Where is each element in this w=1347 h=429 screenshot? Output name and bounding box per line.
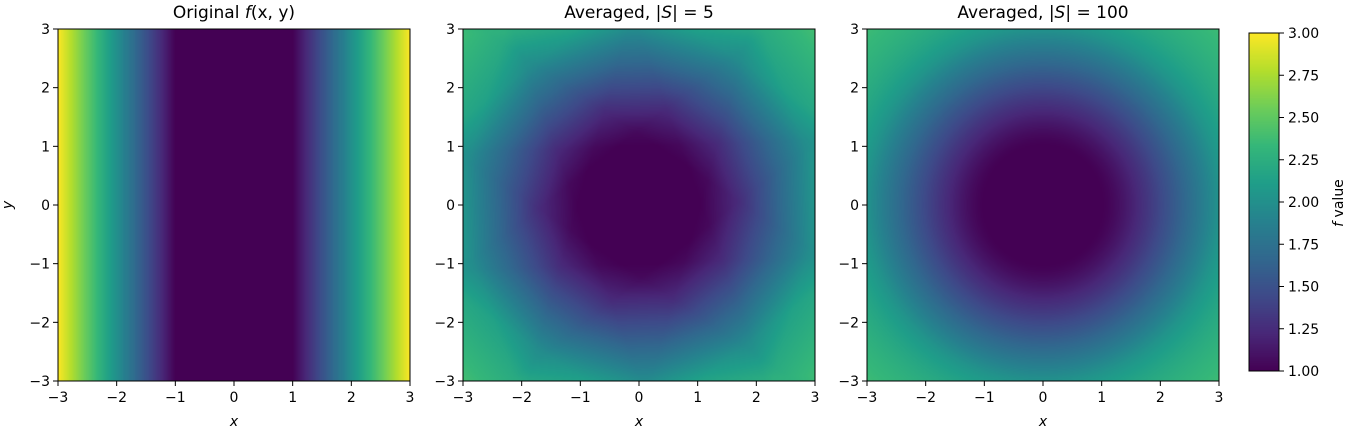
panel-title-averaged-s100: Averaged, |S| = 100 [957, 3, 1128, 23]
x-tick-label: 0 [1039, 390, 1048, 406]
axes-frame-2 [866, 28, 1220, 382]
colorbar-gradient [1249, 33, 1279, 371]
colorbar-tick-label: 1.50 [1288, 280, 1319, 296]
y-tick-label: 2 [446, 81, 455, 97]
y-tick-label: 3 [41, 22, 50, 38]
y-tick-label: −1 [838, 257, 859, 273]
x-tick-label: 2 [347, 390, 356, 406]
x-tick-label: −3 [857, 390, 878, 406]
y-tick-label: 1 [850, 139, 859, 155]
x-axis-label-original: x [229, 414, 239, 429]
colorbar-tick-label: 2.50 [1288, 111, 1319, 127]
heatmap-original [58, 29, 410, 381]
x-tick-label: 0 [230, 390, 239, 406]
y-tick-label: 1 [446, 139, 455, 155]
colorbar-tick-label: 3.00 [1288, 26, 1319, 42]
panel-title-original: Original f(x, y) [173, 3, 295, 23]
y-tick-label: −3 [838, 374, 859, 390]
y-tick-label: 0 [41, 198, 50, 214]
x-tick-label: 3 [811, 390, 820, 406]
colorbar-tick-label: 2.25 [1288, 153, 1319, 169]
y-tick-label: 3 [446, 22, 455, 38]
x-tick-label: −1 [570, 390, 591, 406]
y-tick-label: −3 [29, 374, 50, 390]
x-tick-label: −1 [165, 390, 186, 406]
colorbar-tick-label: 2.00 [1288, 195, 1319, 211]
y-tick-label: 0 [446, 198, 455, 214]
x-tick-label: −2 [915, 390, 936, 406]
y-tick-label: −3 [434, 374, 455, 390]
panel-title-averaged-s5: Averaged, |S| = 5 [564, 3, 714, 23]
x-tick-label: 2 [1156, 390, 1165, 406]
axes-frame-1 [462, 28, 816, 382]
axes-ticks-layer: −3 −2 −1 0 1 2 3 −3 −2 −1 0 1 2 3 −3 −2 −1 0 1 2 3 −3 −2 −1 0 1 2 3… [29, 22, 1319, 406]
colorbar-label: f value [1331, 179, 1347, 227]
colorbar-tick-label: 1.75 [1288, 237, 1319, 253]
x-tick-label: 0 [635, 390, 644, 406]
x-tick-label: 1 [1097, 390, 1106, 406]
x-tick-label: 2 [752, 390, 761, 406]
y-tick-label: −2 [434, 315, 455, 331]
heatmap-averaged-s100 [867, 29, 1219, 381]
y-axis-label: y [0, 200, 16, 210]
x-tick-label: −1 [974, 390, 995, 406]
x-tick-label: −2 [511, 390, 532, 406]
x-axis-label-averaged-s100: x [1038, 414, 1048, 429]
x-tick-label: 1 [288, 390, 297, 406]
y-tick-label: −2 [29, 315, 50, 331]
x-tick-label: 1 [693, 390, 702, 406]
x-tick-label: −2 [106, 390, 127, 406]
x-tick-label: 3 [406, 390, 415, 406]
axes-frame-0 [57, 28, 411, 382]
x-tick-label: −3 [453, 390, 474, 406]
y-tick-label: 2 [850, 81, 859, 97]
y-tick-label: 2 [41, 81, 50, 97]
x-tick-label: 3 [1215, 390, 1224, 406]
y-tick-label: 3 [850, 22, 859, 38]
heatmap-averaged-s5 [463, 29, 815, 381]
colorbar-tick-label: 1.25 [1288, 322, 1319, 338]
x-axis-label-averaged-s5: x [634, 414, 644, 429]
y-tick-label: −1 [434, 257, 455, 273]
y-tick-label: −1 [29, 257, 50, 273]
colorbar-frame [1248, 32, 1280, 372]
y-tick-label: 1 [41, 139, 50, 155]
y-tick-label: 0 [850, 198, 859, 214]
colorbar-tick-label: 1.00 [1288, 364, 1319, 380]
x-tick-label: −3 [48, 390, 69, 406]
y-tick-label: −2 [838, 315, 859, 331]
colorbar-tick-label: 2.75 [1288, 68, 1319, 84]
